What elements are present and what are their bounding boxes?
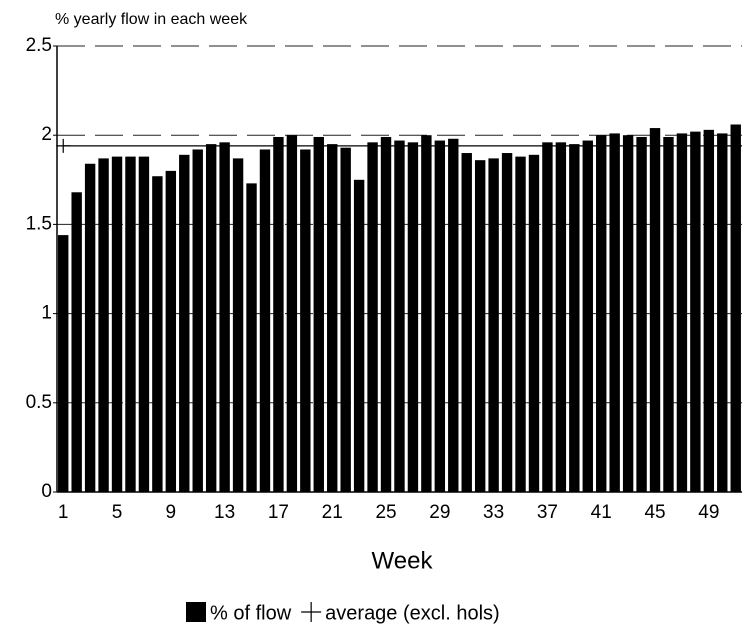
legend-label: % of flow — [210, 602, 292, 624]
bar — [98, 158, 109, 492]
bar — [501, 153, 513, 493]
x-tick-label: 17 — [268, 502, 289, 523]
bar — [421, 135, 432, 492]
bar — [232, 158, 244, 492]
bar — [407, 142, 419, 492]
bar — [192, 149, 203, 493]
bar — [300, 149, 311, 493]
bar — [528, 154, 540, 492]
bar — [394, 140, 405, 492]
x-tick-label: 45 — [644, 502, 665, 523]
bar — [717, 133, 728, 492]
bar — [179, 154, 190, 492]
bar — [448, 138, 459, 492]
bar — [474, 160, 486, 492]
legend-swatch — [186, 602, 206, 622]
x-tick-label: 49 — [698, 502, 719, 523]
bar — [340, 147, 351, 493]
bar — [246, 183, 257, 493]
y-axis-label: % yearly flow in each week — [55, 11, 248, 28]
bar — [273, 136, 284, 492]
x-axis-label: Week — [372, 547, 434, 574]
legend-marker — [301, 602, 322, 622]
bar — [488, 158, 499, 492]
bar — [676, 133, 688, 492]
y-tick-label: 2.5 — [26, 35, 52, 56]
bar — [609, 133, 620, 492]
x-tick-label: 5 — [112, 502, 123, 523]
bar — [569, 144, 580, 492]
y-tick-label: 2 — [41, 124, 52, 145]
y-tick-label: 0 — [41, 481, 52, 502]
plot-area — [57, 45, 742, 493]
x-tick-label: 41 — [591, 502, 612, 523]
average-marker — [56, 138, 71, 153]
x-tick-label: 1 — [58, 502, 69, 523]
bar — [730, 124, 741, 492]
bar — [636, 136, 647, 492]
x-tick-label: 13 — [214, 502, 235, 523]
bar — [555, 142, 567, 492]
x-tick-label: 37 — [537, 502, 558, 523]
bar — [165, 170, 177, 492]
bar — [515, 156, 526, 492]
x-tick-label: 25 — [375, 502, 396, 523]
y-tick-label: 1.5 — [26, 213, 52, 234]
bar — [205, 144, 217, 492]
bar — [582, 140, 593, 492]
bar — [313, 136, 324, 492]
y-tick-label: 0.5 — [26, 392, 52, 413]
bar — [111, 156, 123, 492]
bar — [84, 163, 96, 492]
x-tick-label: 33 — [483, 502, 504, 523]
bar — [138, 156, 150, 492]
bar — [125, 156, 136, 492]
bar — [703, 129, 715, 492]
legend-label: average (excl. hols) — [325, 602, 500, 624]
bar — [58, 235, 69, 492]
x-tick-label: 21 — [322, 502, 343, 523]
bar — [380, 136, 392, 492]
bar — [219, 142, 230, 492]
bar — [461, 153, 472, 493]
bar — [649, 128, 661, 492]
bar — [542, 142, 553, 492]
bar — [663, 136, 674, 492]
bar — [259, 149, 271, 493]
bar — [286, 135, 298, 492]
y-tick-label: 1 — [41, 303, 52, 324]
x-tick-label: 29 — [429, 502, 450, 523]
x-tick-label: 9 — [166, 502, 177, 523]
bar — [152, 176, 163, 492]
bar — [367, 142, 378, 492]
bar — [327, 144, 338, 492]
bar — [596, 135, 607, 492]
bar — [353, 179, 365, 493]
bar — [622, 135, 634, 492]
bar — [71, 192, 82, 492]
bar — [690, 131, 701, 492]
bar — [434, 140, 446, 492]
